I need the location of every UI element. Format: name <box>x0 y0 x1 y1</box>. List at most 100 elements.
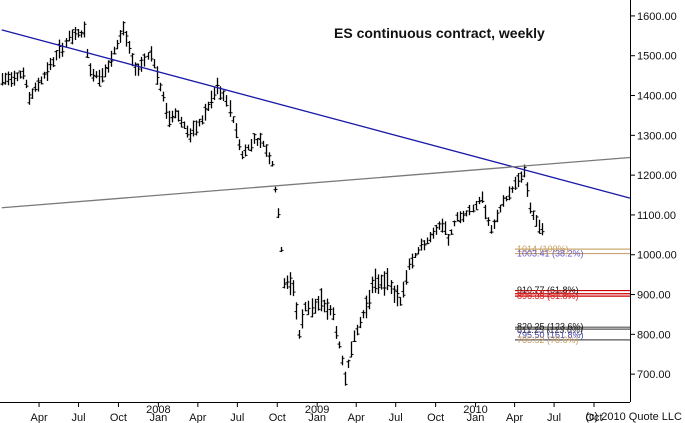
ohlc-bar <box>197 118 202 127</box>
ohlc-bar <box>428 231 433 243</box>
ohlc-bar <box>252 133 257 144</box>
ohlc-bar <box>30 88 35 99</box>
y-tick-label: 1500.00 <box>637 51 677 63</box>
ohlc-bar <box>240 151 245 160</box>
ohlc-bar <box>425 237 430 245</box>
ohlc-bar <box>48 57 53 71</box>
ohlc-bar <box>179 116 184 128</box>
ohlc-bar <box>79 30 84 38</box>
ohlc-bar <box>237 139 242 151</box>
ohlc-bar <box>42 71 47 79</box>
ohlc-bar <box>209 90 214 109</box>
ohlc-bar <box>373 268 378 293</box>
ohlc-bar <box>261 140 266 147</box>
ohlc-bar <box>203 103 208 121</box>
ohlc-bar <box>477 196 482 205</box>
ohlc-bar <box>228 100 233 117</box>
ohlc-bar <box>139 56 144 72</box>
ohlc-bar <box>155 66 160 85</box>
ohlc-bar <box>67 30 72 42</box>
ohlc-bar <box>410 253 415 269</box>
ohlc-bar <box>355 324 360 336</box>
ohlc-bar <box>3 72 8 85</box>
ohlc-bar <box>127 41 132 54</box>
x-tick-label: Apr <box>30 412 47 423</box>
level-label: 1014 (100%) <box>517 244 569 254</box>
ohlc-bar <box>464 210 469 217</box>
level-label: 910.77 (61.8%) <box>517 285 579 295</box>
ohlc-bar <box>513 176 518 190</box>
ohlc-bar <box>88 63 93 77</box>
ohlc-bar <box>54 50 59 61</box>
ohlc-bar <box>319 288 324 312</box>
ohlc-bar <box>489 225 494 234</box>
ohlc-bar <box>6 71 11 86</box>
ohlc-bar <box>504 196 509 202</box>
ohlc-bar <box>273 186 278 193</box>
ohlc-bar <box>461 210 466 223</box>
ohlc-bar <box>416 247 421 255</box>
y-tick-label: 1400.00 <box>637 91 677 103</box>
ohlc-bar <box>440 218 445 233</box>
ohlc-bar <box>146 52 151 60</box>
ohlc-bar <box>285 275 290 289</box>
ohlc-bar <box>21 67 26 80</box>
ohlc-bar <box>534 215 539 227</box>
ohlc-bar <box>149 46 154 62</box>
ohlc-bar <box>361 310 366 319</box>
ohlc-bar <box>194 120 199 136</box>
ohlc-bar <box>91 68 96 82</box>
ohlc-bar <box>422 240 427 251</box>
x-year-label: 2009 <box>305 404 329 416</box>
ohlc-bar <box>297 329 302 339</box>
level-label: 820.25 (123.6%) <box>517 321 584 331</box>
ohlc-bar <box>516 173 521 188</box>
ohlc-bar <box>70 29 75 45</box>
y-tick-label: 1600.00 <box>637 11 677 23</box>
ohlc-bar <box>100 68 105 83</box>
ohlc-bar <box>452 220 457 227</box>
ohlc-bar <box>276 208 281 219</box>
ohlc-bar <box>531 210 536 221</box>
ohlc-bar <box>525 182 530 197</box>
ohlc-bar <box>294 302 299 320</box>
ohlc-bar <box>358 316 363 329</box>
x-axis: Apr Jul Oct Jan Apr Jul Oct Jan Apr Jul Oct Jan Apr J… <box>30 402 603 423</box>
ohlc-bar <box>367 289 372 310</box>
level-group: 1014 (100%)1003.41 (38.2%) <box>515 244 630 259</box>
y-tick-label: 800.00 <box>637 329 671 341</box>
ohlc-bar <box>27 91 32 105</box>
x-tick-label: Jul <box>72 412 86 423</box>
x-tick-label: Oct <box>269 412 286 423</box>
ohlc-bar <box>215 77 220 95</box>
level-label: 896.35 (61.8%) <box>517 291 579 301</box>
x-tick-label: Jul <box>389 412 403 423</box>
level-label: 785.52 (78.6%) <box>517 335 579 345</box>
ohlc-bar <box>306 300 311 316</box>
ohlc-bar <box>370 276 375 294</box>
ohlc-bar <box>376 274 381 294</box>
ohlc-bar <box>36 77 41 92</box>
ohlc-bar <box>471 204 476 213</box>
ohlc-bar <box>106 60 111 73</box>
ohlc-bar <box>389 280 394 294</box>
ohlc-bar <box>136 63 141 76</box>
ohlc-bar <box>458 211 463 224</box>
ohlc-bar <box>291 280 296 297</box>
ohlc-bar <box>118 30 123 43</box>
x-tick-label: Apr <box>348 412 365 423</box>
ohlc-bar <box>395 284 400 307</box>
x-tick-label: Jan <box>308 412 326 423</box>
ohlc-bar <box>9 72 14 87</box>
ohlc-bar <box>349 341 354 358</box>
price-bars <box>0 21 545 386</box>
x-tick-label: Oct <box>427 412 444 423</box>
ohlc-bar <box>167 110 172 128</box>
ohlc-bar <box>164 102 169 119</box>
ohlc-bar <box>310 298 315 318</box>
ohlc-bar <box>282 278 287 289</box>
ohlc-bar <box>474 200 479 211</box>
ohlc-bar <box>0 73 5 86</box>
ohlc-bar <box>33 82 38 92</box>
y-axis: 700.00 800.00 900.00 1000.00 1100.00 1200.00 1… <box>630 11 677 381</box>
